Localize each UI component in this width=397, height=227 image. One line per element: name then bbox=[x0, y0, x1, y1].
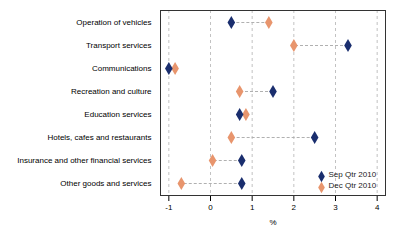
svg-text:-1: -1 bbox=[165, 203, 173, 212]
svg-text:Operation of vehicles: Operation of vehicles bbox=[76, 18, 151, 27]
svg-text:4: 4 bbox=[375, 203, 380, 212]
svg-text:Insurance and other financial: Insurance and other financial services bbox=[17, 156, 151, 165]
svg-text:Sep Qtr 2010: Sep Qtr 2010 bbox=[329, 170, 377, 179]
svg-text:Recreation and culture: Recreation and culture bbox=[71, 87, 152, 96]
svg-text:Dec Qtr 2010: Dec Qtr 2010 bbox=[329, 181, 377, 190]
svg-text:3: 3 bbox=[333, 203, 338, 212]
svg-text:Education services: Education services bbox=[84, 110, 151, 119]
svg-text:1: 1 bbox=[250, 203, 255, 212]
svg-text:%: % bbox=[269, 218, 276, 227]
svg-text:Communications: Communications bbox=[92, 64, 152, 73]
svg-text:2: 2 bbox=[292, 203, 297, 212]
svg-text:Other goods and services: Other goods and services bbox=[60, 179, 151, 188]
svg-text:0: 0 bbox=[208, 203, 213, 212]
svg-text:Transport services: Transport services bbox=[86, 41, 152, 50]
svg-text:Hotels, cafes and restaurants: Hotels, cafes and restaurants bbox=[47, 133, 151, 142]
